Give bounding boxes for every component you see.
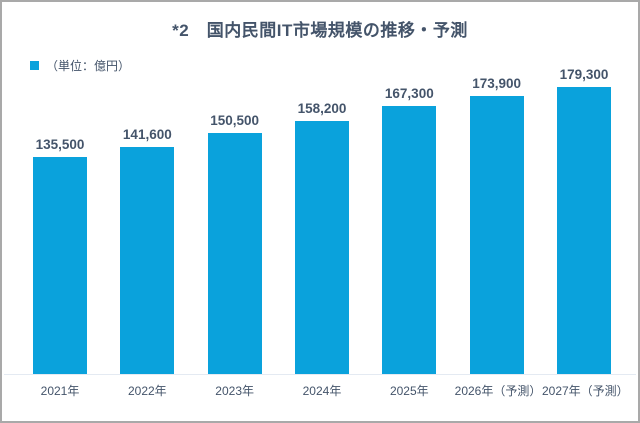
bar-column: 179,300 bbox=[542, 67, 626, 374]
bar-value-label: 141,600 bbox=[122, 127, 172, 142]
legend-swatch bbox=[30, 61, 39, 70]
x-axis-labels: 2021年 2022年 2023年 2024年 2025年 2026年（予測） 2027年（… bbox=[2, 382, 638, 399]
bar-chart-plot-area: 135,500 141,600 150,500 158,200 167,300 173,9… bbox=[2, 67, 638, 374]
bar-value-label: 173,900 bbox=[472, 76, 522, 91]
bar bbox=[207, 133, 262, 374]
bar-column: 150,500 bbox=[193, 113, 277, 374]
bar bbox=[120, 147, 175, 374]
bar-column: 141,600 bbox=[105, 127, 189, 374]
x-axis-tick-label: 2026年（予測） bbox=[454, 384, 542, 398]
bar-column: 158,200 bbox=[280, 101, 364, 374]
bar-column: 173,900 bbox=[455, 76, 539, 374]
x-axis-tick-label: 2025年 bbox=[389, 384, 429, 398]
legend-unit-label: （単位：億円） bbox=[46, 59, 131, 73]
bar-value-label: 167,300 bbox=[384, 86, 434, 101]
legend: （単位：億円） bbox=[30, 57, 638, 74]
x-axis-tick-label: 2023年 bbox=[215, 384, 254, 398]
bar bbox=[469, 96, 524, 374]
bar-value-label: 135,500 bbox=[35, 137, 85, 152]
chart-title: *2 国内民間IT市場規模の推移・予測 bbox=[172, 21, 468, 40]
bar-value-label: 150,500 bbox=[210, 113, 260, 128]
x-axis-tick-label: 2027年（予測） bbox=[541, 384, 629, 398]
x-axis-line bbox=[4, 374, 636, 375]
bar-value-label: 179,300 bbox=[559, 67, 609, 82]
bar bbox=[294, 121, 349, 374]
bar-value-label: 158,200 bbox=[297, 101, 347, 116]
bar-column: 135,500 bbox=[18, 137, 102, 374]
bar bbox=[556, 87, 611, 374]
bar bbox=[33, 157, 87, 374]
bar bbox=[382, 106, 437, 374]
x-axis-tick-label: 2024年 bbox=[302, 384, 342, 398]
x-axis-tick-label: 2021年 bbox=[40, 384, 80, 398]
bar-column: 167,300 bbox=[367, 86, 451, 374]
x-axis-tick-label: 2022年 bbox=[127, 384, 167, 398]
